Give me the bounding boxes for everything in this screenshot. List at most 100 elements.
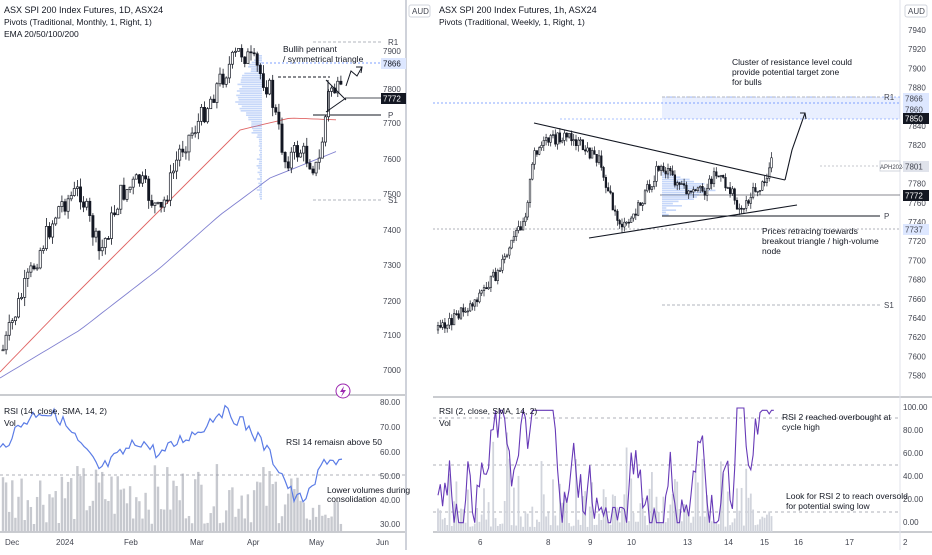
left-rsi-tick: 40.00 [380, 496, 401, 505]
left-vp-bar [250, 70, 262, 72]
lightning-icon[interactable] [335, 383, 351, 399]
left-ema-blue [0, 151, 337, 379]
left-candle [23, 278, 27, 298]
right-volume-bar [450, 526, 453, 532]
right-volume-bar [699, 516, 702, 532]
left-vp-bar [242, 74, 262, 77]
left-volume-bar [262, 467, 265, 532]
right-7860-tag-text: 7860 [905, 106, 923, 115]
right-candle [492, 271, 495, 277]
right-volume-bar [697, 482, 699, 532]
right-price-tick: 7680 [908, 276, 926, 285]
left-vp-bar [235, 101, 262, 103]
right-volume-bar [605, 497, 607, 532]
right-cluster-note-1: Cluster of resistance level could [732, 57, 852, 67]
right-volume-bar [559, 483, 561, 532]
left-volume-bar [113, 513, 116, 532]
right-candle [731, 188, 734, 194]
right-time-axis[interactable]: 6 8 9 10 13 14 15 16 17 2 [478, 538, 908, 547]
left-candle [268, 79, 272, 95]
right-vp-bar [662, 191, 704, 194]
left-vp-bar [258, 182, 262, 185]
right-time-tick: 17 [845, 538, 854, 547]
left-7772-tag-text: 7772 [383, 95, 401, 104]
left-volume-bar [39, 480, 42, 532]
right-candle [738, 207, 741, 210]
left-vp-bar [259, 160, 262, 163]
left-candle [116, 208, 120, 216]
left-volume-bar [48, 494, 51, 532]
right-volume-bar [515, 525, 518, 532]
right-volume-bar [522, 526, 524, 532]
right-volume-bar [623, 494, 626, 532]
right-candle [482, 287, 486, 291]
left-vp-bar [246, 112, 262, 114]
right-candle [616, 210, 619, 221]
left-time-tick: 2024 [56, 538, 74, 547]
left-candle [181, 148, 185, 153]
right-candle [685, 184, 688, 195]
right-price-tick: 7740 [908, 218, 926, 227]
right-price-tags: 7866 7860 7850 APH2024 7801 7772 7737 [879, 93, 929, 235]
right-candle [464, 310, 467, 313]
right-candle [443, 322, 447, 329]
right-volume-bar [494, 518, 497, 532]
right-volume-bar [761, 516, 764, 532]
right-volume-bar [717, 524, 720, 532]
left-volume-bar [147, 509, 150, 532]
right-volume-bar [441, 519, 444, 532]
left-pivot-p-label: P [388, 111, 393, 120]
right-volume-bar [657, 511, 660, 532]
right-volume-bar [766, 514, 768, 532]
left-volume-bar [268, 471, 271, 532]
right-volume-bar [439, 510, 442, 532]
right-candle [630, 217, 633, 223]
left-candle [69, 195, 73, 200]
right-candle [554, 134, 557, 145]
left-volume-bar [107, 500, 110, 532]
left-chart: R1 P S1 Bullih pennant / symmetrical tri… [0, 0, 431, 550]
left-volume-bar [299, 500, 302, 532]
right-retrace-note-2: breakout triangle / high-volume [762, 236, 879, 246]
right-currency-label: AUD [908, 7, 925, 16]
right-vp-bar [662, 211, 666, 214]
right-title: ASX SPI 200 Index Futures, 1h, ASX24 [439, 5, 597, 15]
left-volume-bar [11, 480, 14, 532]
right-volume-bar [646, 525, 649, 532]
right-candle [648, 184, 651, 190]
left-candle [165, 199, 169, 202]
right-volume-bar [609, 524, 612, 532]
left-vp-bar [260, 198, 262, 200]
left-candle [32, 265, 36, 270]
left-candle [314, 161, 318, 174]
right-rsi-ob-note-1: RSI 2 reached overbought at [782, 412, 891, 422]
right-candle [540, 145, 543, 149]
right-volume-bar [588, 506, 591, 532]
right-volume-bar [749, 493, 752, 532]
right-volume-bar [448, 473, 451, 532]
left-currency-badge[interactable] [408, 4, 431, 18]
left-price-axis[interactable]: 7900 7800 7700 7600 7500 7400 7300 7200 … [381, 47, 406, 375]
right-7772-tag-text: 7772 [905, 192, 923, 201]
right-rsi-os-note-2: for potential swing low [786, 501, 870, 511]
right-vp-bar [662, 176, 681, 178]
left-vp-bar [238, 99, 262, 101]
left-time-axis[interactable]: Dec 2024 Feb Mar Apr May Jun [5, 538, 389, 547]
right-price-axis[interactable]: 7940792079007880786078407820780077807760… [908, 26, 926, 381]
right-volume-bar [653, 507, 656, 532]
left-vp-bar [240, 110, 262, 112]
left-rsi-legend: RSI (14, close, SMA, 14, 2) [4, 406, 107, 416]
right-currency-badge[interactable] [904, 4, 928, 18]
right-volume-bar [478, 521, 481, 532]
left-candle [57, 206, 61, 219]
right-7737-tag-text: 7737 [905, 226, 923, 235]
right-vp-bar [662, 194, 700, 196]
left-vp-bar [252, 127, 262, 130]
right-volume-bar [660, 523, 662, 532]
left-vp-bar [241, 85, 262, 88]
right-volume-bar [552, 479, 554, 532]
right-pivot-p-label: P [884, 212, 889, 221]
left-volume-bar [79, 476, 82, 532]
left-vp-bar [251, 125, 262, 127]
left-candle [141, 175, 144, 184]
